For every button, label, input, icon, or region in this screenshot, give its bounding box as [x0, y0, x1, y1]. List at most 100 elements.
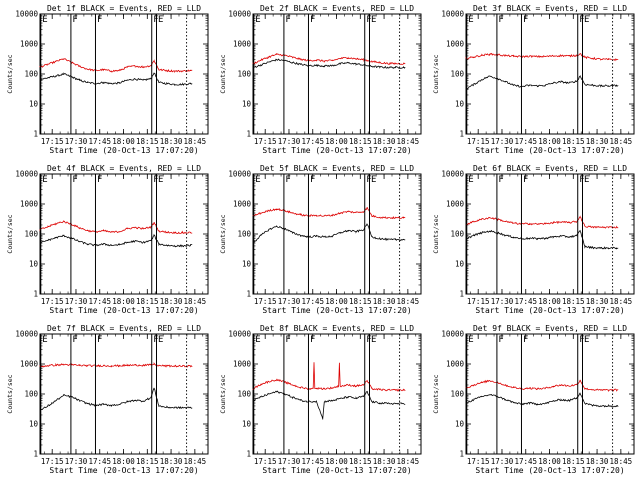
x-tick-label: 17:45	[301, 457, 324, 466]
x-tick-label: 18:45	[397, 137, 420, 146]
y-tick-label: 1000	[20, 40, 39, 49]
y-axis-label: Counts/sec	[219, 54, 227, 93]
panel-2: Det 2f BLACK = Events, RED = LLD 1 10 100 10…	[219, 4, 422, 155]
y-tick-label: 10000	[441, 10, 464, 19]
panel-title: Det 7f BLACK = Events, RED = LLD	[47, 324, 201, 333]
panel-title: Det 1f BLACK = Events, RED = LLD	[47, 4, 201, 13]
x-tick-label: 18:45	[610, 457, 633, 466]
y-tick-label: 1000	[233, 200, 252, 209]
marker-label: F	[97, 175, 102, 185]
x-tick-label: 18:00	[112, 137, 135, 146]
marker-label: F	[310, 175, 315, 185]
y-axis-label: Counts/sec	[432, 374, 440, 413]
panel-6: Det 6f BLACK = Events, RED = LLD 1 10 100 10…	[432, 164, 635, 315]
panel-7: Det 7f BLACK = Events, RED = LLD 1 10 100 10…	[6, 324, 209, 475]
y-tick-label: 1	[246, 290, 251, 299]
x-tick-label: 17:45	[88, 297, 111, 306]
y-axis-label: Counts/sec	[6, 54, 14, 93]
x-tick-label: 18:15	[562, 137, 585, 146]
x-tick-label: 18:15	[349, 137, 372, 146]
x-tick-label: 17:15	[254, 137, 277, 146]
x-tick-label: 17:30	[491, 297, 514, 306]
x-tick-label: 18:45	[397, 297, 420, 306]
x-tick-label: 18:15	[349, 457, 372, 466]
y-tick-label: 1	[459, 290, 464, 299]
x-tick-label: 17:15	[467, 457, 490, 466]
y-tick-label: 100	[450, 230, 464, 239]
x-tick-label: 18:30	[160, 457, 183, 466]
x-tick-label: 18:30	[586, 297, 609, 306]
marker-label: F	[579, 175, 584, 185]
plot-frame	[39, 173, 209, 295]
series-events	[252, 58, 406, 69]
marker-label: F	[310, 15, 315, 25]
series-lld	[39, 57, 193, 74]
y-axis-label: Counts/sec	[219, 214, 227, 253]
plot-frame	[465, 13, 635, 135]
marker-label: E	[42, 335, 47, 345]
x-tick-label: 18:45	[184, 297, 207, 306]
x-tick-label: 18:45	[610, 137, 633, 146]
x-tick-label: 17:45	[301, 297, 324, 306]
panel-title: Det 5f BLACK = Events, RED = LLD	[260, 164, 414, 173]
y-tick-label: 10	[29, 100, 39, 109]
y-tick-label: 100	[24, 70, 38, 79]
y-tick-label: 100	[450, 70, 464, 79]
panel-title: Det 9f BLACK = Events, RED = LLD	[473, 324, 627, 333]
y-tick-label: 1	[459, 130, 464, 139]
marker-label: F	[72, 15, 77, 25]
x-axis-label: Start Time (20-Oct-13 17:07:20)	[49, 306, 198, 315]
y-tick-label: 1000	[20, 200, 39, 209]
y-tick-label: 10	[242, 420, 252, 429]
x-tick-label: 18:15	[562, 297, 585, 306]
marker-label: F	[498, 15, 503, 25]
plot-frame	[465, 333, 635, 455]
y-tick-label: 10000	[15, 10, 38, 19]
marker-label: F	[579, 15, 584, 25]
y-tick-label: 1000	[446, 200, 465, 209]
y-tick-label: 10000	[441, 170, 464, 179]
series-events	[252, 390, 406, 420]
y-tick-label: 100	[237, 70, 251, 79]
marker-label: F	[366, 335, 371, 345]
x-tick-label: 18:15	[136, 297, 159, 306]
y-tick-label: 100	[237, 230, 251, 239]
series-events	[465, 229, 619, 250]
y-tick-label: 10	[29, 420, 39, 429]
x-tick-label: 17:45	[514, 457, 537, 466]
series-lld	[39, 220, 193, 235]
series-events	[252, 223, 406, 244]
panel-5: Det 5f BLACK = Events, RED = LLD 1 10 100 10…	[219, 164, 422, 315]
x-tick-label: 18:15	[136, 457, 159, 466]
marker-label: F	[310, 335, 315, 345]
marker-label: E	[255, 335, 260, 345]
panel-title: Det 4f BLACK = Events, RED = LLD	[47, 164, 201, 173]
series-lld	[465, 215, 619, 229]
marker-label: F	[153, 15, 158, 25]
marker-label: F	[498, 175, 503, 185]
x-tick-label: 17:15	[41, 297, 64, 306]
y-tick-label: 10000	[15, 330, 38, 339]
y-tick-label: 10	[455, 100, 465, 109]
x-tick-label: 17:15	[467, 297, 490, 306]
x-tick-label: 18:00	[538, 297, 561, 306]
marker-label: F	[72, 335, 77, 345]
x-tick-label: 17:15	[254, 457, 277, 466]
x-tick-label: 18:00	[538, 137, 561, 146]
y-tick-label: 100	[24, 390, 38, 399]
x-axis-label: Start Time (20-Oct-13 17:07:20)	[49, 146, 198, 155]
x-tick-label: 17:30	[491, 457, 514, 466]
marker-label: F	[153, 175, 158, 185]
x-tick-label: 17:30	[278, 297, 301, 306]
series-events	[39, 387, 193, 412]
y-tick-label: 100	[450, 390, 464, 399]
panel-8: Det 8f BLACK = Events, RED = LLD 1 10 100 10…	[219, 324, 422, 475]
marker-label: F	[366, 15, 371, 25]
marker-label: E	[468, 175, 473, 185]
x-tick-label: 17:45	[514, 297, 537, 306]
panel-1: Det 1f BLACK = Events, RED = LLD 1 10 100 10…	[6, 4, 209, 155]
marker-label: E	[255, 15, 260, 25]
x-tick-label: 17:45	[88, 137, 111, 146]
y-tick-label: 10	[242, 100, 252, 109]
series-lld	[39, 362, 193, 368]
